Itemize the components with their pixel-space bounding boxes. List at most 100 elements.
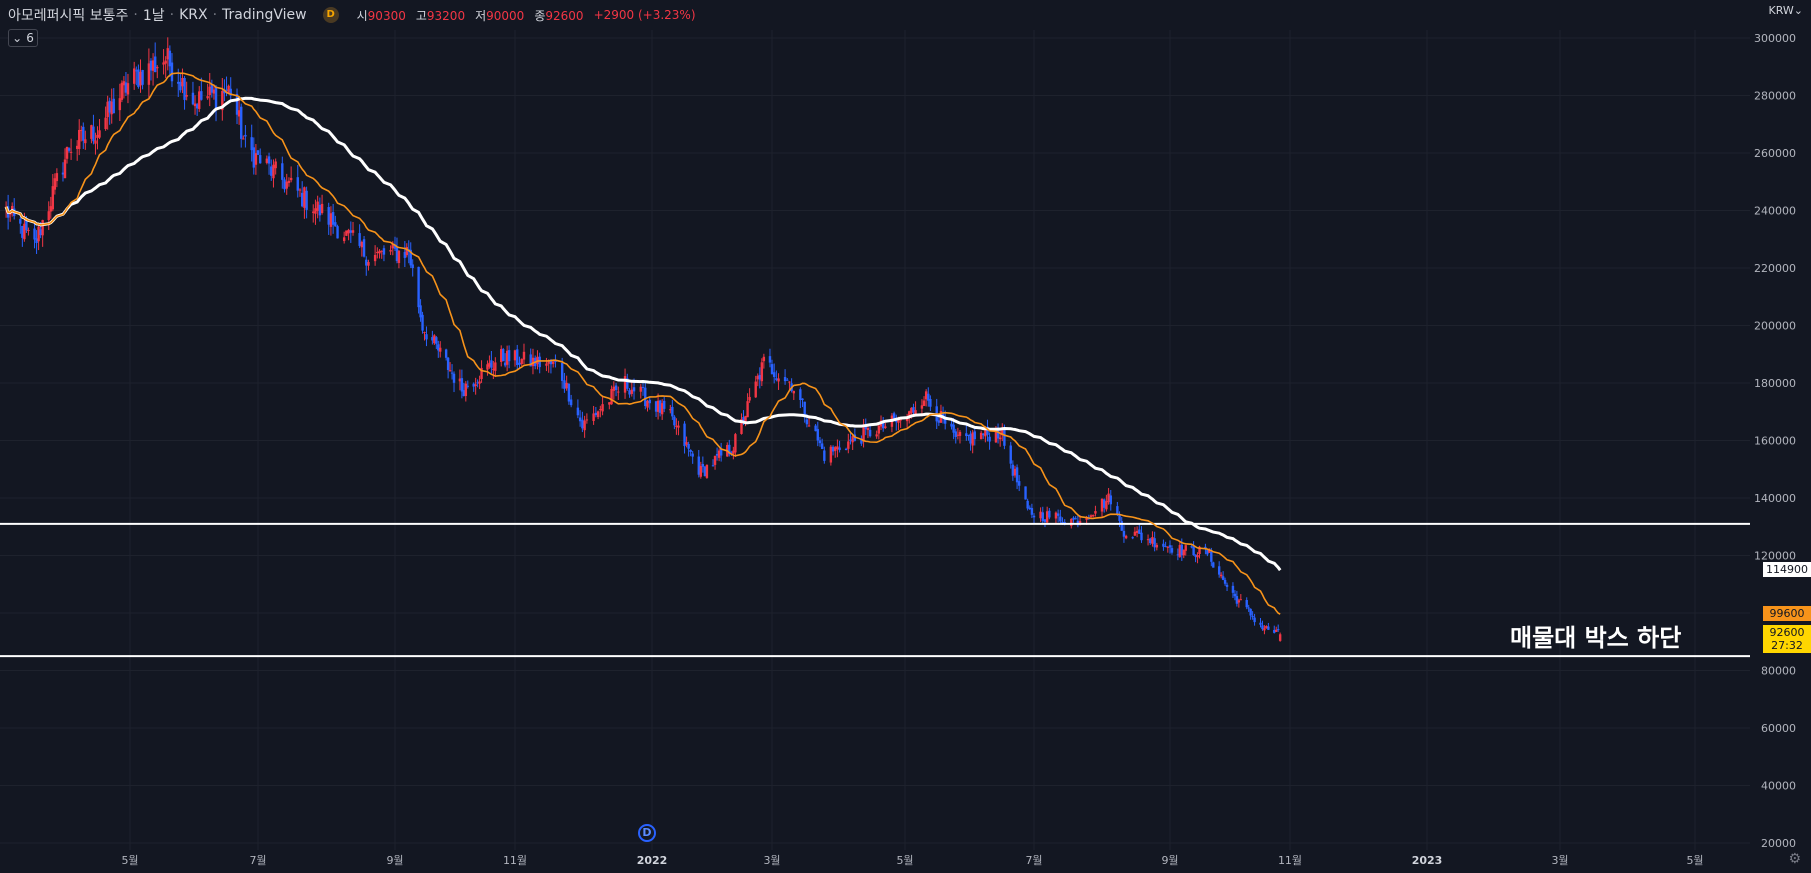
candle-body (1032, 515, 1036, 518)
support-annotation-label[interactable]: 매물대 박스 하단 (1510, 624, 1682, 652)
candle-body (320, 203, 324, 214)
candle-body (206, 96, 209, 99)
candle-body (462, 390, 466, 397)
currency-selector[interactable]: KRW⌄ (1768, 4, 1803, 17)
candle-body (585, 419, 589, 421)
candle-body (1208, 550, 1211, 553)
candle-body (628, 390, 631, 395)
candle-body (818, 440, 822, 444)
time-tick-label: 3월 (763, 854, 780, 867)
dividend-marker-icon[interactable]: D (638, 824, 656, 842)
price-tick-label: 300000 (1754, 32, 1796, 45)
candle-body (329, 213, 333, 227)
price-axis[interactable]: 300000 280000 260000 240000 220000 200000 1800… (1754, 32, 1796, 850)
candle-body (1251, 616, 1254, 618)
delay-badge[interactable]: D (322, 7, 339, 23)
candle-body (252, 147, 256, 168)
time-tick-label: 7월 (249, 854, 266, 867)
candle-body (646, 400, 649, 408)
candle-body (227, 85, 230, 93)
candle-body (166, 48, 169, 60)
candle-body (1239, 599, 1243, 601)
candle-body (1011, 464, 1015, 476)
candle-body (472, 383, 475, 387)
candle-body (342, 237, 346, 242)
candle-body (1026, 500, 1029, 509)
candle-body (360, 241, 364, 248)
candle-body (358, 233, 361, 246)
settings-gear-icon[interactable]: ⚙ (1788, 851, 1801, 867)
time-axis[interactable]: 5월 7월 9월 11월 2022 3월 5월 7월 9월 11월 2023 3월 5월 (121, 854, 1703, 867)
candle-body (1138, 529, 1141, 534)
price-change: +2900 (+3.23%) (593, 8, 696, 22)
candle-body (164, 60, 167, 64)
candle-body (106, 101, 109, 118)
price-tick-label: 140000 (1754, 492, 1796, 505)
candle-body (1249, 608, 1252, 616)
candle-body (899, 419, 902, 421)
candle-body (742, 417, 745, 423)
candle-body (448, 370, 452, 372)
candle-body (193, 103, 197, 107)
candle-body (1184, 545, 1187, 551)
indicators-collapse-button[interactable]: ⌄ 6 (8, 29, 38, 47)
candle-body (1153, 538, 1156, 548)
candle-body (1118, 514, 1121, 521)
candle-body (905, 417, 909, 422)
candle-body (697, 456, 700, 475)
candle-body (303, 187, 306, 208)
candle-body (518, 362, 521, 365)
candle-body (149, 60, 153, 71)
candle-body (1059, 516, 1062, 522)
candle-body (538, 356, 541, 368)
candle-body (439, 347, 442, 352)
candle-body (814, 425, 817, 432)
candle-body (183, 78, 186, 100)
candle-body (425, 334, 428, 340)
candle-body (35, 238, 38, 244)
interval-label[interactable]: 1날 (142, 8, 165, 24)
candle-body (1190, 546, 1193, 548)
symbol-name[interactable]: 아모레퍼시픽 보통주 (8, 8, 129, 24)
candle-body (1273, 629, 1276, 633)
candle-body (126, 83, 130, 95)
candle-body (762, 356, 766, 362)
candle-body (409, 249, 412, 266)
candle-body (952, 424, 955, 433)
candle-body (1043, 519, 1047, 522)
candle-body (397, 250, 401, 264)
candle-body (1015, 467, 1019, 483)
candle-body (312, 211, 315, 213)
candle-body (996, 429, 1000, 439)
candle-body (601, 404, 604, 412)
candle-body (25, 220, 28, 231)
candle-body (256, 150, 260, 155)
candle-body (1223, 579, 1227, 584)
candle-body (592, 413, 595, 421)
candle-body (1122, 530, 1126, 537)
candle-body (135, 70, 138, 72)
candle-body (1206, 550, 1209, 555)
candle-body (838, 447, 841, 451)
candle-body (21, 225, 24, 238)
candle-body (1105, 501, 1108, 510)
candle-body (658, 400, 662, 413)
candle-body (124, 82, 128, 93)
candle-body (807, 425, 811, 427)
chevron-down-icon: ⌄ (12, 31, 23, 45)
candle-body (80, 129, 83, 131)
time-tick-label: 9월 (1161, 854, 1178, 867)
candle-body (104, 117, 107, 130)
candle-body (305, 190, 308, 210)
candle-body (67, 148, 71, 151)
candle-body (746, 401, 749, 418)
candle-body (775, 378, 778, 380)
candle-body (799, 389, 802, 400)
candle-body (289, 177, 293, 181)
candle-body (1182, 550, 1185, 556)
candle-body (1170, 548, 1174, 553)
candle-body (792, 390, 796, 394)
candle-body (1009, 445, 1012, 464)
candle-body (560, 362, 564, 381)
